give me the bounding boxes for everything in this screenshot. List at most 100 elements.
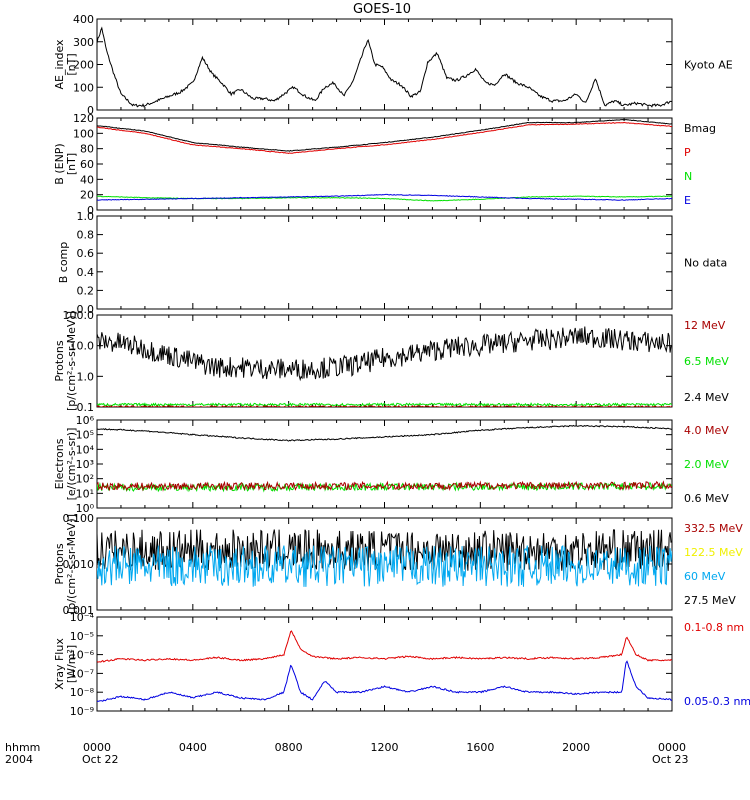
y-tick-label: 200 <box>73 59 94 72</box>
series-line <box>97 544 672 587</box>
time-axis-end-date: Oct 23 <box>652 753 689 766</box>
legend-entry: 0.1-0.8 nm <box>684 621 744 634</box>
legend-entry: 2.4 MeV <box>684 391 729 404</box>
series-line <box>97 193 672 201</box>
series-line <box>97 529 672 571</box>
legend-entry: 27.5 MeV <box>684 594 736 607</box>
y-tick-label: 40 <box>80 173 94 186</box>
y-tick-label: 100.0 <box>63 309 95 322</box>
time-tick-label: 0000 <box>658 741 686 754</box>
panel-frame <box>96 215 673 310</box>
series-group <box>97 630 672 703</box>
y-tick-label: 1.0 <box>77 210 95 223</box>
y-tick-label: 0.4 <box>77 266 95 279</box>
panel-0: 0 100 200 300 400 AE_index [nT] Kyoto AE <box>53 13 733 117</box>
series-line <box>97 402 672 407</box>
legend-entry: 332.5 MeV <box>684 522 743 535</box>
legend-entry: 2.0 MeV <box>684 458 729 471</box>
y-tick-label: 120 <box>73 112 94 125</box>
y-axis-unit: [nT] <box>65 153 78 175</box>
y-tick-label: 400 <box>73 13 94 26</box>
legend-entry: 60 MeV <box>684 570 726 583</box>
y-tick-label: 1.0 <box>77 370 95 383</box>
series-line <box>97 26 672 108</box>
panel-1: 0 20 40 60 80 100 120 B (ENP) [nT] Bmag PNE <box>53 112 716 217</box>
legend-entry: P <box>684 146 691 159</box>
y-tick-label: 10² <box>76 473 94 486</box>
y-tick-label: 10⁻⁸ <box>70 686 95 699</box>
legend-entry: E <box>684 194 691 207</box>
legend-entry: 0.05-0.3 nm <box>684 695 750 708</box>
y-tick-label: 10³ <box>76 458 94 471</box>
series-line <box>97 404 672 407</box>
time-tick-label: 0000 <box>83 741 111 754</box>
legend-entry: 6.5 MeV <box>684 355 729 368</box>
y-tick-label: 0 <box>87 204 94 217</box>
y-tick-label: 10⁻⁵ <box>70 630 94 643</box>
legend-entry: Kyoto AE <box>684 59 733 72</box>
y-tick-label: 80 <box>80 143 94 156</box>
y-axis-label: B comp <box>57 242 70 284</box>
panel-frame <box>96 419 673 509</box>
y-tick-label: 0.0 <box>77 303 95 316</box>
y-tick-label: 10⁻⁶ <box>70 649 95 662</box>
y-tick-label: 10⁻⁷ <box>70 667 94 680</box>
y-tick-label: 100 <box>73 127 94 140</box>
series-line <box>97 326 672 382</box>
legend-entry: 0.6 MeV <box>684 492 729 505</box>
series-line <box>97 630 672 663</box>
panel-frame <box>96 18 673 111</box>
y-axis-unit: [W/m²] <box>65 645 78 683</box>
time-tick-label: 0800 <box>275 741 303 754</box>
legend-entry: 12 MeV <box>684 319 726 332</box>
series-line <box>97 121 672 154</box>
y-tick-label: 10⁰ <box>76 502 95 515</box>
y-tick-label: 10.0 <box>70 340 95 353</box>
y-axis-label: Xray Flux <box>53 638 66 690</box>
legend-entry: No data <box>684 257 727 270</box>
time-axis: hhmm 2004 Oct 22 Oct 23 0000 0400 0800 1200… <box>5 741 689 766</box>
time-tick-label: 1200 <box>371 741 399 754</box>
y-tick-label: 20 <box>80 189 94 202</box>
y-axis-unit: [p/(cm²-s-sr-MeV)] <box>65 311 78 411</box>
series-group <box>97 424 672 493</box>
y-tick-label: 300 <box>73 36 94 49</box>
time-axis-start-date: Oct 22 <box>82 753 119 766</box>
legend-entry: Bmag <box>684 122 716 135</box>
time-axis-row1-label: hhmm <box>5 741 40 754</box>
time-tick-label: 0400 <box>179 741 207 754</box>
series-line <box>97 118 672 152</box>
panel-5: 0.001 0.010 0.100 Protons [p/(cm²-s-sr-MeV)]… <box>53 512 743 617</box>
time-tick-label: 2000 <box>562 741 590 754</box>
y-tick-label: 100 <box>73 81 94 94</box>
y-tick-label: 0.8 <box>77 229 95 242</box>
y-axis-label: B (ENP) <box>53 143 66 184</box>
time-axis-row2-label: 2004 <box>5 753 33 766</box>
y-tick-label: 10¹ <box>76 487 94 500</box>
plot-title: GOES-10 <box>353 2 411 17</box>
panel-3: 0.1 1.0 10.0 100.0 Protons [p/(cm²-s-sr-MeV)]… <box>53 309 729 414</box>
y-axis-label: Protons <box>53 543 66 584</box>
y-tick-label: 10⁻⁴ <box>70 611 95 624</box>
y-tick-label: 10⁻⁹ <box>70 705 94 718</box>
y-tick-label: 10⁶ <box>76 414 95 427</box>
y-tick-label: 0 <box>87 104 94 117</box>
legend-entry: N <box>684 170 692 183</box>
y-tick-label: 0.1 <box>77 401 95 414</box>
y-tick-label: 10⁵ <box>76 429 94 442</box>
series-group <box>97 529 672 587</box>
y-tick-label: 0.100 <box>63 512 95 525</box>
time-tick-label: 1600 <box>466 741 494 754</box>
series-group <box>97 118 672 202</box>
series-group <box>97 26 672 108</box>
y-axis-unit: [e/(cm²-s-sr)] <box>65 428 78 501</box>
legend-entry: 122.5 MeV <box>684 546 743 559</box>
series-line <box>97 660 672 703</box>
y-tick-label: 0.2 <box>77 284 95 297</box>
panel-2: 0.0 0.2 0.4 0.6 0.8 1.0 B comp No data <box>57 210 727 316</box>
series-line <box>97 480 672 492</box>
panel-6: 10⁻⁹ 10⁻⁸ 10⁻⁷ 10⁻⁶ 10⁻⁵ 10⁻⁴ Xray Flux [W/m²] 0… <box>53 611 750 718</box>
y-axis-label: Electrons <box>53 438 66 489</box>
